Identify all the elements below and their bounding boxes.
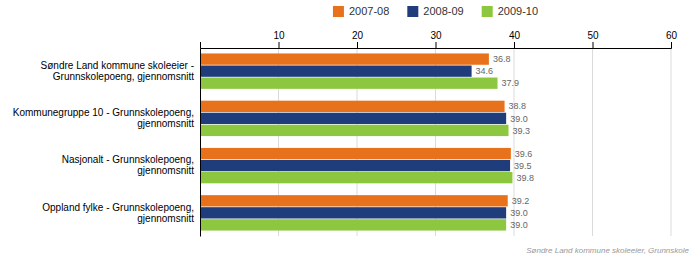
x-tick-mark	[357, 42, 358, 48]
bar	[200, 195, 508, 206]
y-axis-line	[200, 49, 201, 237]
chart: 36.8 38.8 39.6 39.2 34.6 39.0 39.5 39.0 37.9 39.3…	[0, 0, 695, 258]
legend-item: 2008-09	[407, 5, 463, 17]
x-tick-mark	[593, 42, 594, 48]
grid-line	[592, 48, 593, 236]
y-tick: Søndre Land kommune skoleeier -Grunnskol…	[41, 60, 200, 82]
y-tick-label: Søndre Land kommune skoleeier -Grunnskol…	[41, 60, 195, 82]
bar	[200, 160, 510, 171]
legend-label: 2007-08	[349, 5, 389, 17]
legend-label: 2008-09	[423, 5, 463, 17]
x-tick: 30	[430, 30, 442, 48]
y-axis: Søndre Land kommune skoleeier -Grunnskol…	[13, 49, 201, 237]
plot: 36.8 38.8 39.6 39.2 34.6 39.0 39.5 39.0 37.9 39.3…	[13, 30, 678, 237]
x-tick-mark	[671, 42, 672, 48]
bar	[200, 172, 512, 183]
y-tick-label: Nasjonalt - Grunnskolepoeng,gjennomsnitt	[62, 154, 195, 176]
legend-swatch	[482, 6, 493, 17]
data-label: 39.5	[514, 161, 532, 171]
bar	[200, 53, 489, 64]
x-tick-mark	[279, 42, 280, 48]
x-tick: 50	[587, 30, 599, 48]
y-tick: Oppland fylke - Grunnskolepoeng,gjennoms…	[42, 202, 200, 224]
x-tick: 10	[273, 30, 285, 48]
bar	[200, 65, 472, 76]
x-tick: 20	[352, 30, 364, 48]
legend-item: 2009-10	[482, 5, 538, 17]
x-tick-label: 40	[509, 30, 521, 41]
x-tick-mark	[514, 42, 515, 48]
legend-swatch	[407, 6, 418, 17]
x-tick: 60	[666, 30, 678, 48]
x-tick: 40	[509, 30, 521, 48]
data-label: 38.8	[509, 101, 527, 111]
bars	[200, 53, 512, 230]
y-tick-label: Oppland fylke - Grunnskolepoeng,gjennoms…	[42, 202, 194, 224]
legend-item: 2007-08	[333, 5, 389, 17]
bar	[200, 219, 506, 230]
data-label: 39.0	[510, 208, 528, 218]
legend-swatch	[333, 6, 344, 17]
x-tick-label: 20	[352, 30, 364, 41]
x-tick-mark	[436, 42, 437, 48]
bar	[200, 125, 509, 136]
data-label: 39.3	[513, 126, 531, 136]
bar	[200, 101, 505, 112]
data-label: 37.9	[502, 78, 520, 88]
bar	[200, 78, 498, 89]
bar	[200, 207, 506, 218]
bar	[200, 148, 511, 159]
x-tick-label: 30	[430, 30, 442, 41]
y-tick-label: Kommunegruppe 10 - Grunnskolepoeng,gjenn…	[13, 107, 194, 129]
data-label: 39.2	[512, 196, 530, 206]
x-tick-label: 10	[273, 30, 285, 41]
y-tick: Kommunegruppe 10 - Grunnskolepoeng,gjenn…	[13, 107, 200, 129]
data-label: 36.8	[493, 54, 511, 64]
data-label: 39.0	[510, 220, 528, 230]
data-label: 39.8	[516, 173, 534, 183]
x-axis-line	[201, 42, 672, 49]
grid-line	[671, 48, 672, 236]
data-label: 34.6	[476, 66, 494, 76]
legend-label: 2009-10	[498, 5, 538, 17]
y-tick: Nasjonalt - Grunnskolepoeng,gjennomsnitt	[62, 154, 200, 176]
data-label: 39.6	[515, 149, 533, 159]
data-labels: 36.8 38.8 39.6 39.2 34.6 39.0 39.5 39.0 37.9 39.3…	[476, 54, 534, 230]
bar	[200, 113, 506, 124]
legend: 2007-08 2008-09 2009-10	[333, 5, 538, 17]
x-tick-label: 50	[587, 30, 599, 41]
footnote: Søndre Land kommune skoleeier, Grunnskol…	[526, 246, 689, 255]
data-label: 39.0	[510, 114, 528, 124]
x-axis: 10 20 30 40 50 60	[201, 30, 678, 49]
x-tick-label: 60	[666, 30, 678, 41]
